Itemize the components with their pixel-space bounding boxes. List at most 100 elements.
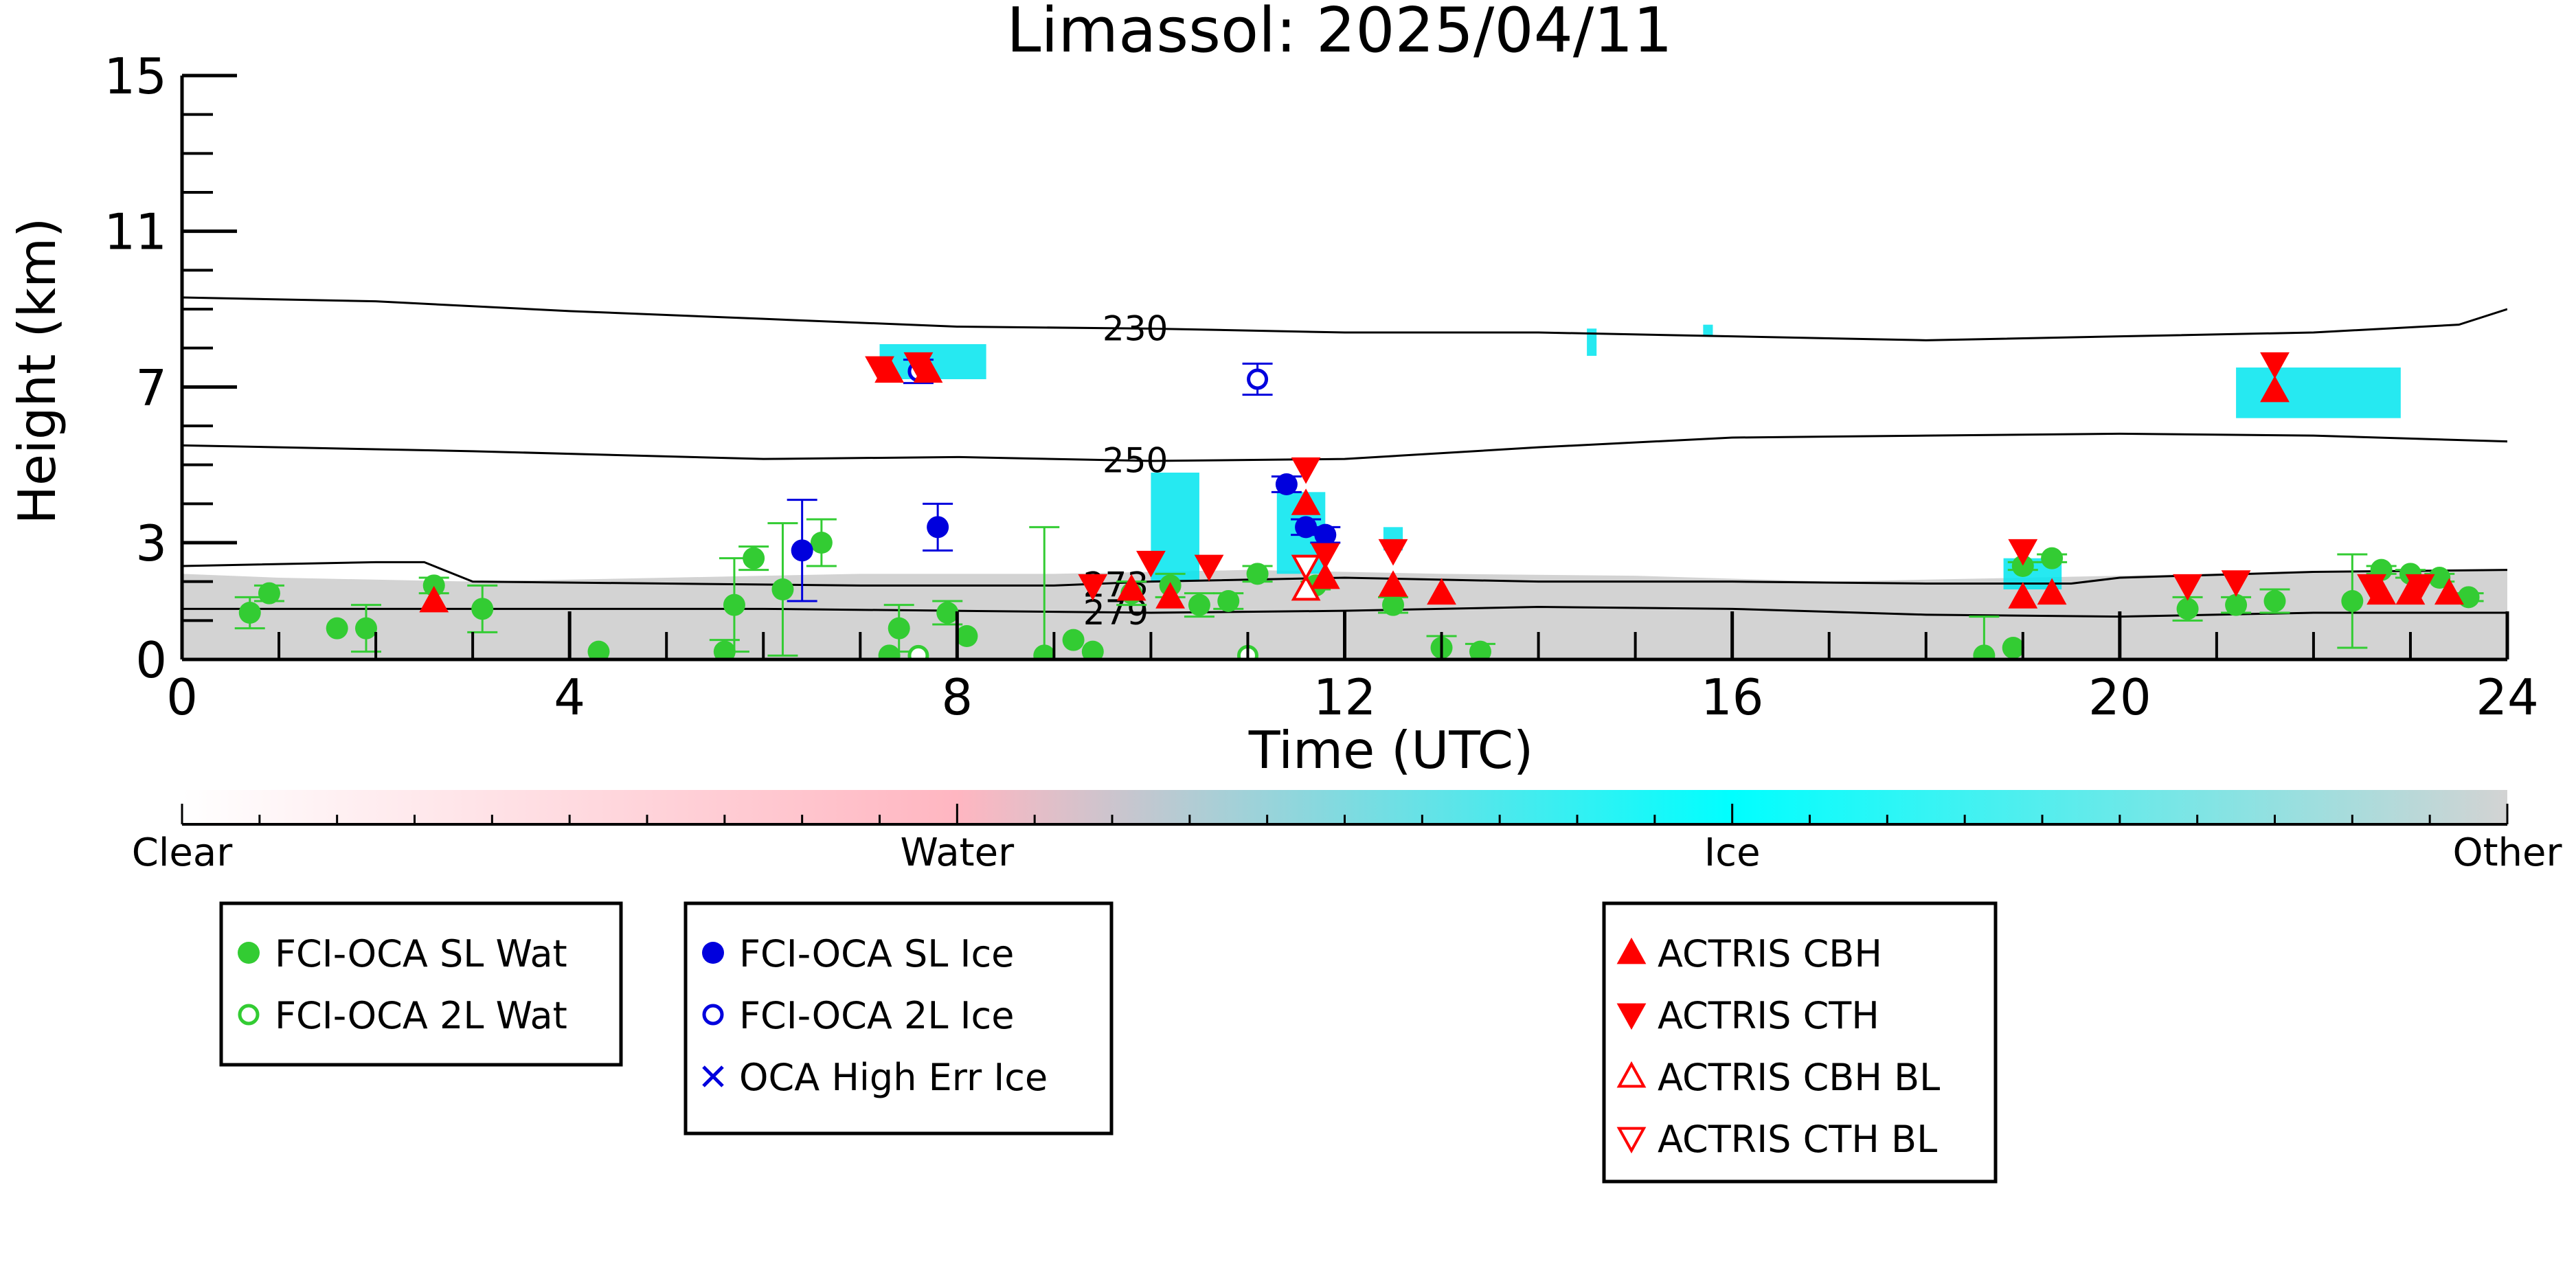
data-point — [1217, 590, 1240, 612]
data-point — [2041, 547, 2064, 569]
legend-label: ACTRIS CTH BL — [1658, 1118, 1937, 1161]
data-point — [1427, 578, 1456, 605]
isotherm-label-250: 250 — [1103, 441, 1168, 481]
data-point — [743, 547, 765, 569]
data-point — [1062, 629, 1085, 651]
data-point — [2405, 574, 2435, 601]
legend-item: FCI-OCA SL Wat — [238, 932, 567, 975]
x-tick-label: 4 — [554, 668, 585, 726]
colorbar: Clear Water Ice Other — [132, 790, 2562, 875]
data-point — [1291, 574, 1321, 601]
y-tick-label: 3 — [135, 515, 167, 572]
legend-label: ACTRIS CBH BL — [1658, 1056, 1940, 1099]
x-axis-label: Time (UTC) — [1248, 720, 1534, 780]
data-point — [258, 582, 280, 605]
data-point — [2008, 582, 2038, 609]
x-tick-label: 0 — [166, 668, 198, 726]
data-point — [2434, 578, 2464, 605]
isotherm-230 — [182, 296, 2507, 341]
legend-box-3: ACTRIS CBH ACTRIS CTH ACTRIS CBH BL ACTRIS … — [1602, 901, 1998, 1184]
data-point — [1382, 594, 1405, 616]
x-tick-label: 16 — [1701, 668, 1764, 726]
series-actris-cbh-bl — [1291, 574, 1321, 601]
data-point — [1291, 488, 1321, 515]
isotherm-250 — [182, 432, 2507, 462]
colorbar-label: Water — [901, 831, 1015, 875]
ice-feature-1 — [1151, 473, 1199, 582]
legend-box-1: FCI-OCA SL Wat FCI-OCA 2L Wat — [219, 901, 623, 1067]
series-fci-oca-sl-wat — [234, 518, 2484, 659]
data-point — [723, 594, 745, 616]
legend-marker — [238, 1004, 260, 1026]
legend-item: ACTRIS CTH BL — [1616, 1118, 1937, 1161]
x-tick-label: 20 — [2088, 668, 2151, 726]
data-point — [927, 516, 949, 539]
ice-feature-7 — [2236, 368, 2401, 418]
legend-item: FCI-OCA 2L Ice — [702, 994, 1014, 1037]
data-point — [810, 532, 833, 554]
legend-label: FCI-OCA 2L Wat — [275, 994, 567, 1037]
chart-title: Limassol: 2025/04/11 — [1006, 0, 1672, 67]
data-point — [956, 625, 978, 647]
data-point — [1033, 644, 1056, 659]
data-point — [888, 617, 910, 640]
legend-frame — [683, 901, 1114, 1136]
data-point — [471, 598, 494, 620]
data-point — [1194, 554, 1224, 582]
legend-item: ACTRIS CTH — [1616, 994, 1879, 1037]
legend-item: FCI-OCA SL Ice — [702, 932, 1014, 975]
data-point — [2225, 594, 2248, 616]
data-point — [1081, 640, 1104, 659]
data-point — [1247, 368, 1269, 390]
data-point — [326, 617, 348, 640]
ice-feature-5 — [1703, 324, 1713, 337]
colorbar-label: Ice — [1704, 831, 1761, 875]
legend: FCI-OCA SL Wat FCI-OCA 2L Wat FCI-OCA SL I… — [219, 901, 1998, 1184]
data-point — [354, 617, 377, 640]
data-point — [2457, 586, 2480, 609]
data-point — [1078, 574, 1108, 601]
legend-label: FCI-OCA SL Wat — [275, 932, 567, 975]
data-point — [1116, 574, 1146, 601]
data-point — [1378, 539, 1408, 566]
data-point — [2011, 555, 2034, 577]
y-tick-label: 15 — [104, 47, 167, 105]
data-point — [1136, 550, 1166, 578]
x-tick-label: 8 — [941, 668, 973, 726]
data-point — [2263, 590, 2286, 612]
data-point — [2008, 539, 2038, 566]
legend-label: FCI-OCA 2L Ice — [739, 994, 1014, 1037]
data-point — [1291, 554, 1321, 582]
legend-label: FCI-OCA SL Ice — [739, 932, 1014, 975]
data-point — [1295, 516, 1318, 539]
series-fci-oca-sl-ice — [787, 473, 1341, 602]
isotherm-273 — [182, 561, 2507, 587]
data-point — [587, 640, 610, 659]
data-point — [419, 585, 449, 613]
legend-marker — [1616, 1003, 1647, 1030]
colorbar-label: Other — [2452, 831, 2562, 875]
series-actris-cth — [865, 352, 2435, 601]
data-point — [2357, 574, 2386, 601]
data-point — [2037, 578, 2067, 605]
legend-label: ACTRIS CBH — [1658, 932, 1882, 975]
y-tick-label: 7 — [135, 359, 167, 416]
legend-marker — [702, 942, 724, 964]
data-point — [1310, 562, 1340, 589]
legend-frame — [1602, 901, 1998, 1184]
data-point — [1314, 523, 1337, 546]
data-point — [907, 644, 929, 659]
data-point — [1469, 640, 1491, 659]
colorbar-label: Clear — [132, 831, 233, 875]
data-point — [2341, 590, 2364, 612]
data-point — [878, 644, 901, 659]
ice-feature-4 — [1587, 328, 1597, 356]
data-point — [1246, 563, 1269, 585]
data-point — [771, 578, 794, 600]
data-point — [903, 352, 934, 379]
data-point — [1155, 582, 1186, 609]
data-point — [865, 356, 894, 383]
axes: 0 3 7 11 15 0 4 8 12 16 20 24 — [104, 47, 2538, 726]
data-point — [2002, 637, 2024, 659]
